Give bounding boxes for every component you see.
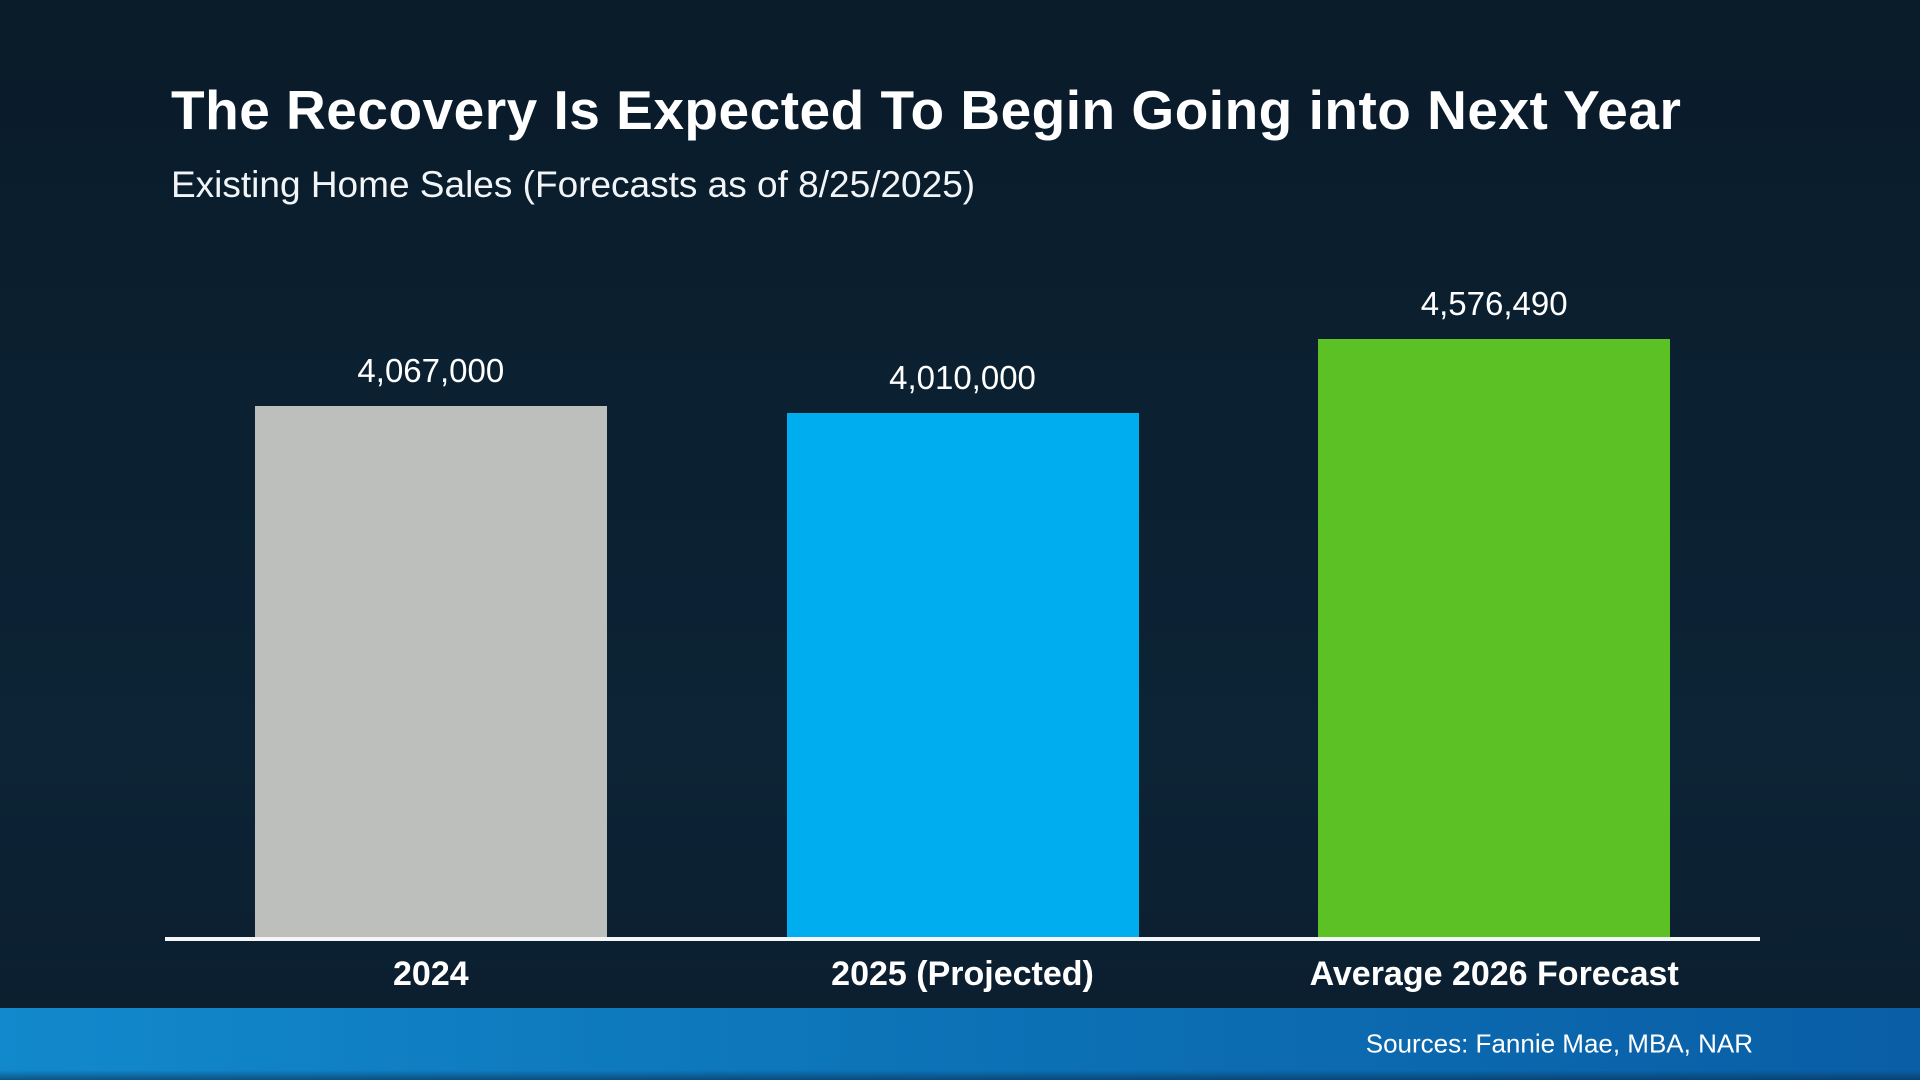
bar-value-label: 4,067,000 (357, 352, 505, 389)
bar-value-label: 4,010,000 (889, 359, 1036, 396)
category-label-average-2026-forecast: Average 2026 Forecast (1309, 955, 1679, 993)
footer-bar: Sources: Fannie Mae, MBA, NAR (0, 1008, 1920, 1080)
bar-average-2026-forecast (1318, 339, 1671, 937)
bar-chart: 4,067,000 4,010,000 4,576,490 2024 2025 … (165, 250, 1760, 1010)
title-block: The Recovery Is Expected To Begin Going … (171, 78, 1681, 206)
bar-2024 (254, 406, 607, 937)
x-axis-baseline (165, 937, 1760, 941)
category-labels-row: 2024 2025 (Projected) Average 2026 Forec… (165, 955, 1760, 994)
bars-row: 4,067,000 4,010,000 4,576,490 (165, 250, 1760, 937)
bar-value-label: 4,576,490 (1420, 285, 1568, 322)
slide-title: The Recovery Is Expected To Begin Going … (171, 79, 1682, 141)
category-label-2024: 2024 (393, 955, 469, 993)
bar-group-2025-projected: 4,010,000 (697, 359, 1229, 937)
slide-subtitle: Existing Home Sales (Forecasts as of 8/2… (171, 164, 976, 205)
bar-group-2024: 4,067,000 (165, 352, 697, 937)
bar-2025-projected (786, 413, 1139, 937)
category-label-2025-projected: 2025 (Projected) (831, 955, 1094, 993)
sources-text: Sources: Fannie Mae, MBA, NAR (1365, 1028, 1753, 1059)
bar-group-average-2026-forecast: 4,576,490 (1228, 285, 1760, 937)
